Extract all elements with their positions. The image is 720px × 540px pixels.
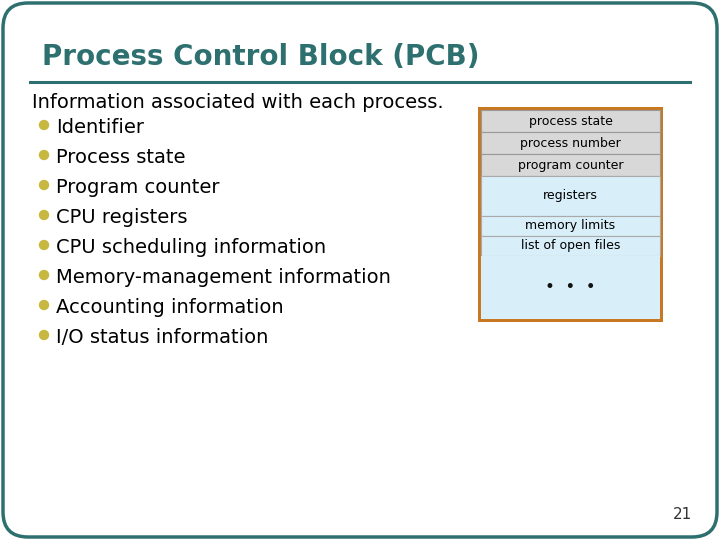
Text: process number: process number — [520, 137, 621, 150]
Bar — [481, 256, 660, 319]
Text: memory limits: memory limits — [526, 219, 616, 233]
Text: Identifier: Identifier — [56, 118, 144, 137]
Circle shape — [40, 271, 48, 280]
Text: Accounting information: Accounting information — [56, 298, 284, 317]
Circle shape — [40, 151, 48, 159]
Circle shape — [40, 180, 48, 190]
Text: •  •  •: • • • — [545, 279, 596, 296]
Bar — [481, 154, 660, 176]
Text: program counter: program counter — [518, 159, 624, 172]
Text: registers: registers — [543, 190, 598, 202]
Circle shape — [40, 120, 48, 130]
Bar — [481, 216, 660, 236]
Text: I/O status information: I/O status information — [56, 328, 269, 347]
Text: Process state: Process state — [56, 148, 186, 167]
Circle shape — [40, 300, 48, 309]
Circle shape — [40, 240, 48, 249]
Bar — [481, 110, 660, 132]
Text: Memory-management information: Memory-management information — [56, 268, 391, 287]
Circle shape — [40, 330, 48, 340]
Text: Program counter: Program counter — [56, 178, 220, 197]
Bar — [481, 132, 660, 154]
Circle shape — [40, 211, 48, 219]
Bar — [481, 176, 660, 216]
Text: Information associated with each process.: Information associated with each process… — [32, 93, 444, 112]
Text: Process Control Block (PCB): Process Control Block (PCB) — [42, 43, 480, 71]
Text: CPU scheduling information: CPU scheduling information — [56, 238, 326, 257]
Bar — [481, 236, 660, 256]
FancyBboxPatch shape — [3, 3, 717, 537]
Bar — [481, 176, 660, 319]
Text: CPU registers: CPU registers — [56, 208, 187, 227]
Text: list of open files: list of open files — [521, 240, 620, 253]
Text: process state: process state — [528, 114, 613, 127]
Bar — [478, 107, 663, 322]
Text: 21: 21 — [672, 507, 692, 522]
